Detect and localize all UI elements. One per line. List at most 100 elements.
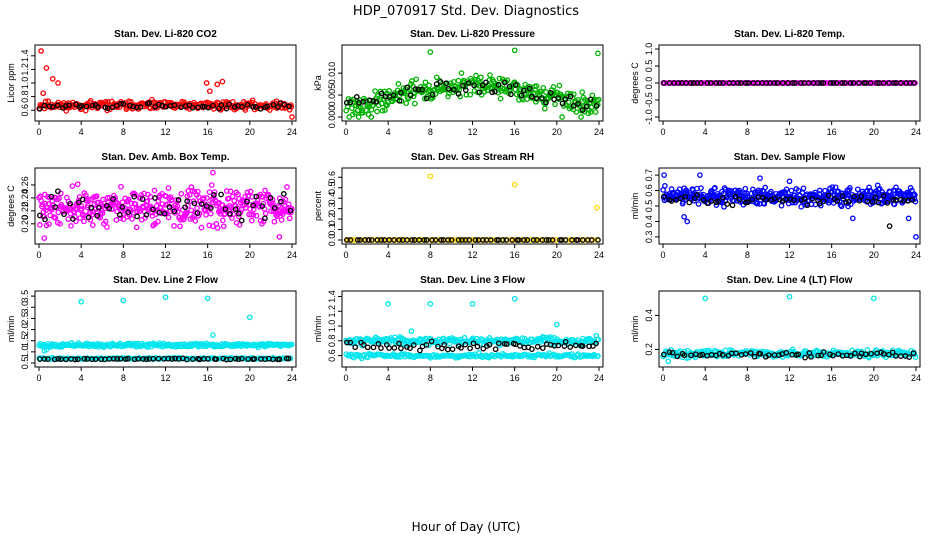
data-point (360, 99, 366, 105)
data-point (129, 216, 135, 222)
data-point (78, 103, 85, 109)
data-point (378, 90, 385, 97)
data-point (276, 195, 283, 202)
x-tick-label: 16 (203, 250, 213, 260)
data-point (104, 224, 110, 230)
data-point (250, 104, 256, 110)
x-tick-label: 4 (79, 127, 84, 137)
data-point (186, 191, 193, 198)
data-point (756, 80, 763, 86)
y-tick-label: 0.4 (327, 192, 337, 205)
data-point (850, 80, 857, 86)
data-point (120, 297, 127, 304)
data-point (721, 203, 727, 210)
data-point (775, 352, 782, 358)
data-point (131, 193, 138, 200)
data-point (592, 237, 598, 243)
data-point (445, 93, 451, 100)
data-point (262, 187, 268, 194)
data-point (512, 341, 519, 348)
series-secondary (37, 355, 292, 363)
data-point (56, 195, 62, 202)
data-point (250, 212, 257, 218)
data-point (116, 212, 123, 218)
data-point (829, 184, 836, 190)
data-point (370, 98, 377, 104)
data-point (462, 341, 469, 348)
data-point (92, 356, 99, 363)
data-point (184, 209, 190, 216)
x-tick-label: 24 (911, 373, 921, 383)
series-main (343, 173, 601, 243)
data-point (69, 183, 76, 189)
data-point (736, 197, 743, 203)
data-point (344, 237, 350, 243)
data-point (874, 80, 880, 86)
data-point (206, 222, 213, 229)
data-point (735, 80, 741, 86)
panel-line4: Stan. Dev. Line 4 (LT) Flow 0 4 8 12 16 20 24 0.… (630, 275, 921, 383)
data-point (744, 199, 751, 206)
data-point (46, 221, 52, 227)
data-point (427, 301, 434, 307)
x-tick-label: 12 (784, 250, 794, 260)
data-point (575, 100, 581, 107)
data-point (279, 211, 286, 217)
data-point (370, 344, 377, 351)
data-point (555, 95, 562, 101)
x-tick-label: 16 (827, 250, 837, 260)
data-point (359, 107, 366, 114)
data-point (165, 355, 172, 362)
data-point (385, 301, 392, 307)
data-point (782, 189, 789, 195)
data-point (219, 78, 226, 85)
data-point (134, 213, 140, 220)
data-point (205, 355, 211, 362)
data-point (45, 98, 52, 104)
data-point (248, 217, 255, 224)
data-point (194, 205, 200, 211)
data-point (845, 198, 852, 205)
data-point (854, 186, 861, 193)
data-point (165, 185, 172, 191)
data-point (729, 202, 736, 209)
x-tick-label: 0 (660, 250, 665, 260)
data-point (149, 96, 155, 103)
data-point (541, 105, 548, 112)
data-point (540, 84, 547, 91)
data-point (677, 195, 684, 202)
data-point (262, 210, 269, 217)
data-point (571, 237, 578, 243)
data-point (155, 355, 162, 362)
data-point (719, 351, 726, 358)
data-point (594, 204, 600, 211)
data-point (286, 103, 292, 110)
data-point (886, 223, 893, 229)
data-point (880, 80, 887, 86)
data-point (156, 101, 162, 108)
data-point (508, 91, 514, 98)
data-point (208, 182, 215, 188)
data-point (503, 341, 510, 347)
data-point (140, 356, 146, 362)
data-point (66, 102, 72, 109)
data-point (837, 202, 844, 208)
data-point (227, 210, 233, 217)
data-point (409, 237, 415, 243)
data-point (238, 355, 245, 362)
data-point (55, 355, 62, 362)
y-tick-label: 3.5 (20, 290, 30, 303)
data-point (473, 72, 479, 79)
data-point (698, 80, 704, 86)
data-point (48, 193, 55, 200)
data-point (830, 80, 837, 86)
data-point (55, 209, 62, 216)
data-point (78, 203, 85, 209)
data-point (125, 209, 132, 216)
data-point (467, 345, 473, 352)
data-point (455, 84, 461, 90)
data-point (155, 218, 161, 225)
data-point (555, 342, 562, 349)
data-point (368, 114, 375, 120)
